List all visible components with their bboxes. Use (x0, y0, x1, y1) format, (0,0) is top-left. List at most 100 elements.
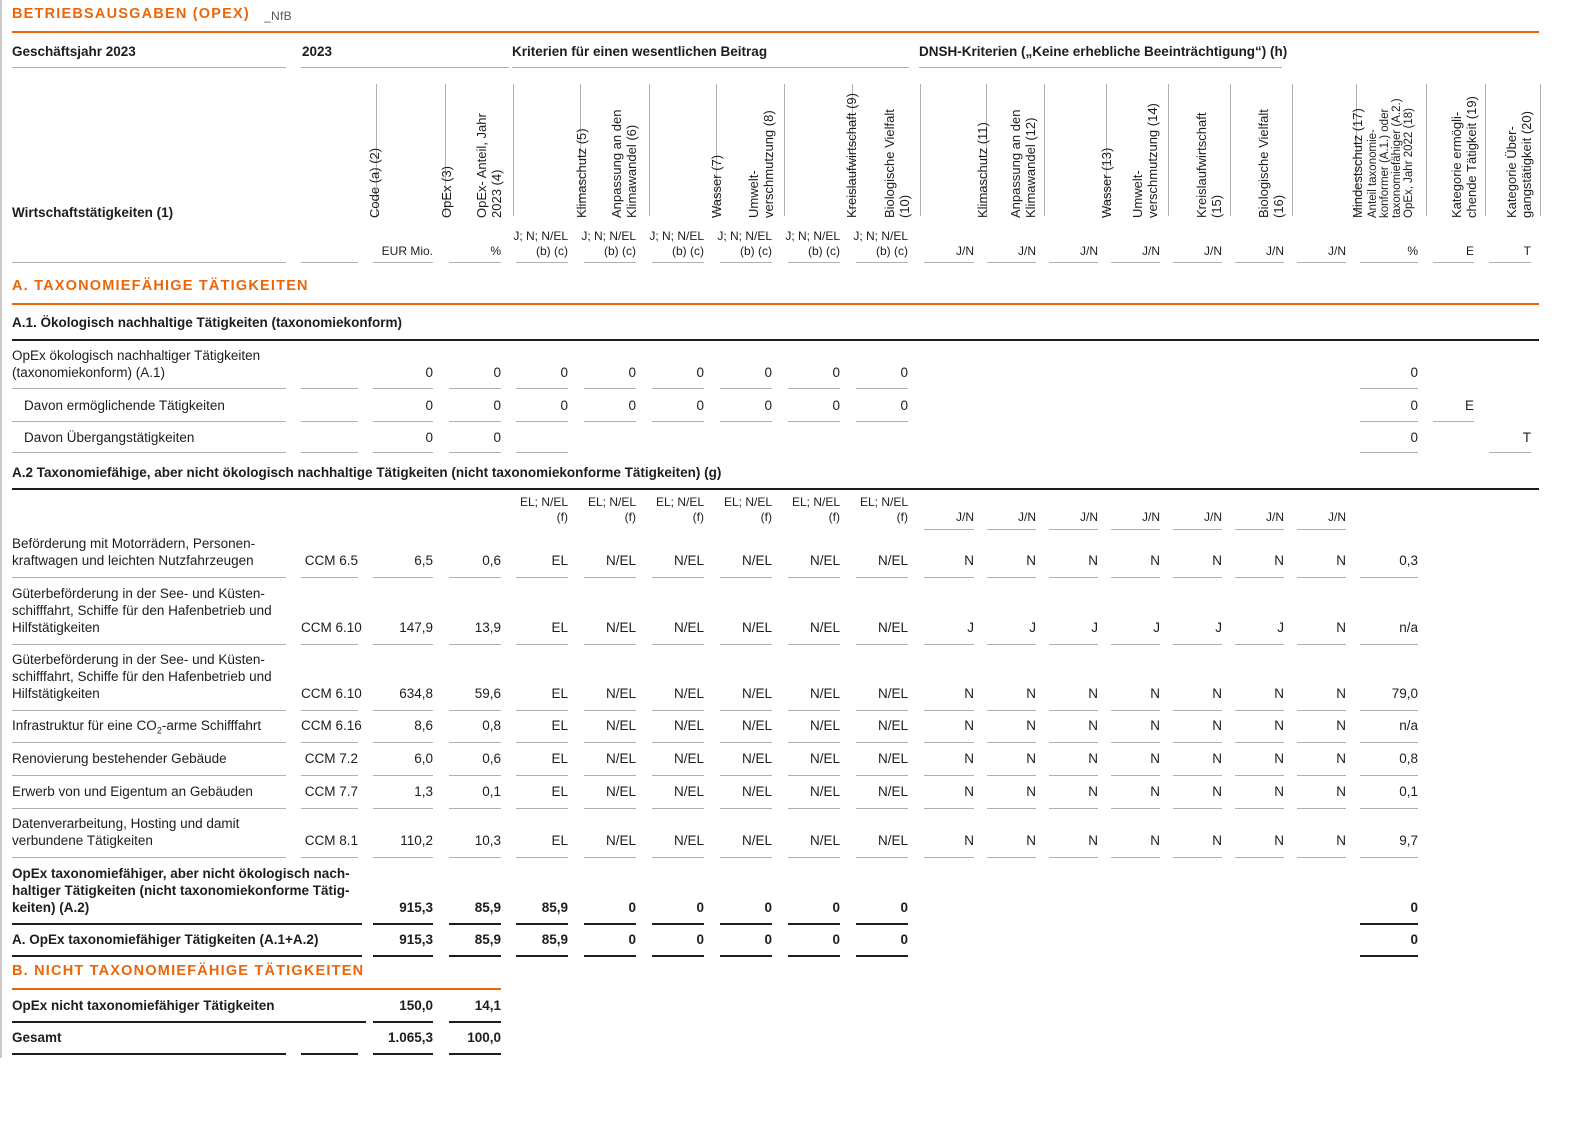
dnsh-value: N (1274, 833, 1284, 848)
dnsh-value: N (1150, 718, 1160, 733)
cell-rule (1111, 857, 1160, 858)
sc-total: 0 (900, 900, 908, 915)
column-header-9: Kreislaufwirtschaft (9) (844, 93, 859, 218)
cell-rule (1297, 262, 1346, 263)
cell-rule (924, 644, 974, 645)
prev-value: 0 (1410, 398, 1418, 413)
a-total-label: A. OpEx taxonomiefähiger Tätigkeiten (A.… (12, 932, 319, 947)
unit-label: EL; N/EL (f) (859, 495, 908, 524)
opex-value: 6,5 (414, 553, 433, 568)
sc-value: N/EL (741, 751, 772, 766)
cell-rule (584, 388, 636, 389)
dnsh-value: N (1088, 718, 1098, 733)
cell-rule (924, 710, 974, 711)
unit-label: J/N (1018, 244, 1036, 258)
cell-rule (856, 262, 908, 263)
cell-rule (1360, 742, 1418, 743)
unit-label: J/N (1142, 244, 1160, 258)
cell-rule (1111, 742, 1160, 743)
dnsh-value: N (1026, 751, 1036, 766)
dnsh-group-label: DNSH-Kriterien („Keine erhebliche Beeint… (919, 44, 1288, 59)
dnsh-value: N (1026, 686, 1036, 701)
sc-total: 0 (832, 900, 840, 915)
column-divider (1426, 84, 1427, 216)
left-edge-rule (0, 0, 2, 1058)
cell-rule (584, 742, 636, 743)
dnsh-value: J (1277, 620, 1284, 635)
sc-value: N/EL (741, 553, 772, 568)
cell-rule (1235, 710, 1284, 711)
dnsh-value: N (1336, 718, 1346, 733)
unit-label: EL; N/EL (f) (655, 495, 704, 524)
dnsh-value: N (1274, 686, 1284, 701)
column-divider (513, 84, 514, 216)
sc-value: 0 (628, 398, 636, 413)
code-value: CCM 8.1 (304, 833, 358, 848)
section-a-rule (12, 303, 1539, 305)
column-divider (649, 84, 650, 216)
sc-value: 0 (696, 398, 704, 413)
cell-rule (720, 577, 772, 578)
cell-rule (1049, 742, 1098, 743)
cell-rule (516, 452, 568, 453)
sc-value: N/EL (809, 718, 840, 733)
sc-value: N/EL (877, 751, 908, 766)
row-rule (12, 1053, 286, 1055)
section-a-title: A. TAXONOMIEFÄHIGE TÄTIGKEITEN (12, 278, 309, 294)
cell-rule (1049, 577, 1098, 578)
column-header-19: Kategorie ermögli-chende Tätigkeit (19) (1449, 96, 1479, 218)
unit-label: EL; N/EL (f) (587, 495, 636, 524)
cell-rule (373, 262, 433, 263)
dnsh-value: N (1336, 833, 1346, 848)
cell-rule (1173, 742, 1222, 743)
cell-rule (652, 742, 704, 743)
cell-rule (856, 710, 908, 711)
cell-rule (449, 710, 501, 711)
dnsh-value: N (1150, 751, 1160, 766)
cell-rule (1235, 577, 1284, 578)
row-rule (12, 1021, 366, 1023)
dnsh-value: N (1088, 686, 1098, 701)
prev-value: 0 (1410, 430, 1418, 445)
cell-rule (516, 923, 568, 925)
cell-rule (924, 529, 974, 530)
unit-label: J; N; N/EL (b) (c) (853, 229, 908, 258)
column-divider (1106, 84, 1107, 216)
sc-value: EL (551, 784, 568, 799)
cell-rule (1297, 808, 1346, 809)
unit-label: J/N (1204, 510, 1222, 524)
cell-rule (449, 421, 501, 422)
cell-rule (1173, 577, 1222, 578)
cell-rule (1235, 775, 1284, 776)
cell-rule (1235, 262, 1284, 263)
cell-rule (652, 857, 704, 858)
cell-rule (856, 857, 908, 858)
cell-rule (1049, 857, 1098, 858)
opex-value: 1,3 (414, 784, 433, 799)
cell-rule (720, 955, 772, 957)
category-enabling: E (1464, 398, 1474, 413)
cell-rule (1360, 857, 1418, 858)
column-header-4: OpEx- Anteil, Jahr 2023 (4) (474, 113, 504, 218)
cell-rule (449, 1021, 501, 1023)
cell-rule (856, 421, 908, 422)
column-divider (1485, 84, 1486, 216)
sc-value: N/EL (673, 718, 704, 733)
row-rule (12, 421, 286, 422)
cell-rule (788, 262, 840, 263)
sc-total: 0 (764, 932, 772, 947)
cell-rule (449, 577, 501, 578)
cell-rule (301, 421, 358, 422)
column-header-6: Anpassung an den Klimawandel (6) (609, 109, 639, 218)
sc-value: N/EL (605, 620, 636, 635)
sc-value: N/EL (605, 751, 636, 766)
a2-row-label: Güterbeförderung in der See- und Küsten-… (12, 586, 272, 635)
pct-value: 0,1 (482, 784, 501, 799)
row-rule (12, 577, 286, 578)
column-divider (1230, 84, 1231, 216)
pct-value: 0,6 (482, 553, 501, 568)
cell-rule (720, 262, 772, 263)
cell-rule (584, 262, 636, 263)
cell-rule (924, 742, 974, 743)
unit-label: % (1407, 244, 1418, 258)
